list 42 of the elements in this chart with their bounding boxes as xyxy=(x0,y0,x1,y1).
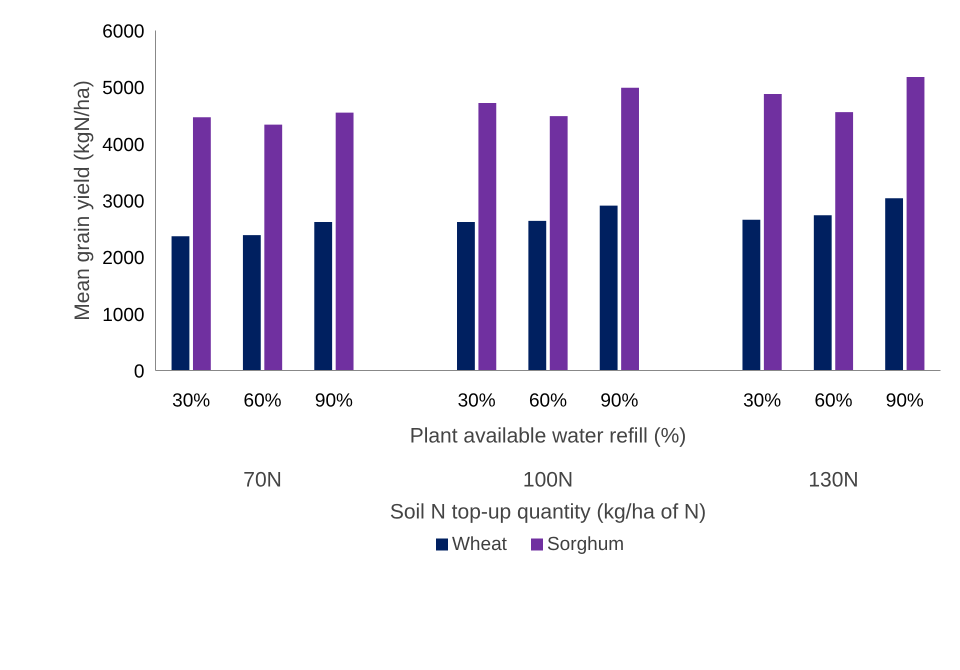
bar xyxy=(192,117,211,370)
bar xyxy=(906,76,924,370)
y-tick-label: 5000 xyxy=(102,78,145,100)
bar xyxy=(172,236,190,370)
bar xyxy=(885,198,904,370)
x-tick-label: 30% xyxy=(172,390,210,412)
bar xyxy=(621,88,639,370)
x-tick-label: 90% xyxy=(600,390,638,412)
text: 70N xyxy=(243,468,282,492)
bar xyxy=(764,94,782,370)
x-tick-label: 60% xyxy=(244,390,282,412)
bar xyxy=(336,112,354,370)
bar xyxy=(457,222,475,370)
text: 100N xyxy=(522,468,574,492)
x-tick-label: 30% xyxy=(743,390,782,412)
x-axis-title: Plant available water refill (%) xyxy=(410,424,686,448)
y-tick-label: 4000 xyxy=(102,134,145,156)
bar xyxy=(814,215,832,370)
bar xyxy=(550,116,568,370)
y-tick-label: 0 xyxy=(134,362,145,382)
y-tick-label: 2000 xyxy=(102,248,145,270)
bar xyxy=(242,235,261,370)
x-tick-label: 90% xyxy=(314,390,354,412)
text: 130N xyxy=(808,468,859,492)
x-tick-label: 60% xyxy=(814,390,853,412)
text: Soil N top-up quantity (kg/ha of N) xyxy=(390,500,706,524)
x-tick-label: 90% xyxy=(886,390,924,412)
x-tick-label: 60% xyxy=(528,390,568,412)
bar xyxy=(600,206,618,370)
y-tick-label: 1000 xyxy=(102,304,145,326)
legend-label: Sorghum xyxy=(547,534,624,555)
legend-label: Wheat xyxy=(452,534,508,555)
x-tick-label: 30% xyxy=(458,390,496,412)
bar xyxy=(264,124,282,370)
y-tick-label: 3000 xyxy=(102,192,145,212)
y-tick-label: 6000 xyxy=(102,22,145,42)
bar xyxy=(528,220,546,370)
bar xyxy=(835,112,854,370)
bar xyxy=(742,220,760,370)
bar xyxy=(314,222,332,370)
bar xyxy=(478,103,496,370)
y-axis-title: Mean grain yield (kgN/ha) xyxy=(71,80,94,321)
